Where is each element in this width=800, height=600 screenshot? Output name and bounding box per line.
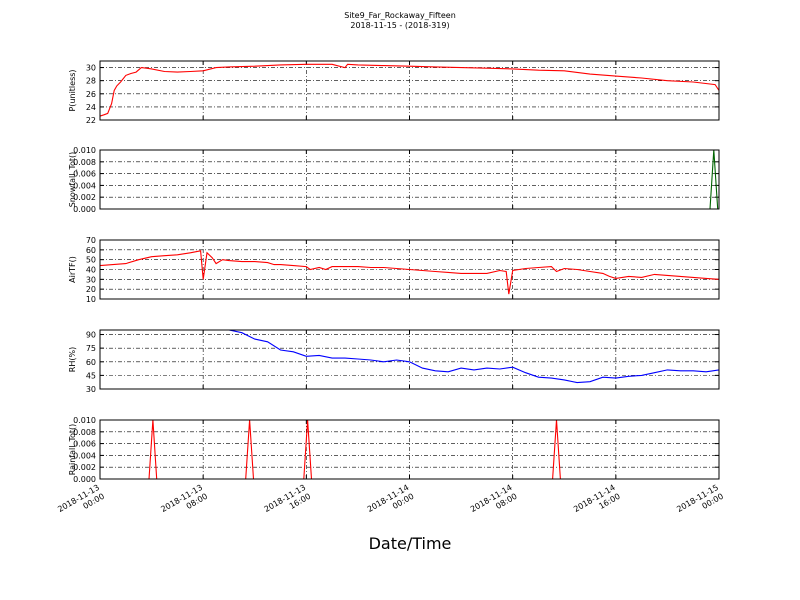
axes-frame [99, 239, 720, 300]
y-tick-label: 0.002 [73, 193, 96, 202]
x-axis-label: Date/Time [368, 534, 452, 553]
y-axis-label: P(unitless) [68, 69, 77, 111]
y-tick-label: 0.006 [73, 170, 96, 179]
x-tick-label: 2018-11-1500:00 [675, 483, 725, 523]
series-line [100, 420, 719, 479]
y-tick-label: 60 [86, 358, 96, 367]
series-line [203, 330, 719, 384]
axes-frame [99, 329, 720, 390]
y-tick-label: 30 [86, 275, 96, 284]
series-line [100, 63, 719, 117]
y-tick-label: 0.002 [73, 463, 96, 472]
y-tick-label: 0.000 [73, 475, 96, 484]
y-tick-label: 20 [86, 285, 96, 294]
y-axis-label: RH(%) [68, 347, 77, 372]
x-tick-label: 2018-11-1308:00 [159, 483, 209, 523]
x-tick-label: 2018-11-1408:00 [469, 483, 519, 523]
y-tick-label: 45 [86, 371, 96, 380]
y-tick-label: 30 [86, 385, 96, 394]
chart-title: Site9_Far_Rockaway_Fifteen [344, 11, 456, 20]
y-tick-label: 90 [86, 331, 96, 340]
y-tick-label: 24 [86, 103, 96, 112]
x-tick-label: 2018-11-1416:00 [572, 483, 622, 523]
x-tick-label: 2018-11-1400:00 [366, 483, 416, 523]
y-tick-label: 0.004 [73, 451, 96, 460]
axes-frame [99, 149, 720, 210]
y-tick-label: 0.004 [73, 181, 96, 190]
y-tick-label: 70 [86, 236, 96, 245]
y-tick-label: 30 [86, 64, 96, 73]
y-tick-label: 10 [86, 295, 96, 304]
y-tick-label: 60 [86, 246, 96, 255]
y-tick-label: 28 [86, 77, 96, 86]
chart-subtitle: 2018-11-15 - (2018-319) [350, 21, 450, 30]
x-tick-label: 2018-11-1300:00 [56, 483, 106, 523]
x-tick-label: 2018-11-1316:00 [263, 483, 313, 523]
axes-frame [99, 60, 720, 121]
y-tick-label: 40 [86, 266, 96, 275]
y-tick-label: 26 [86, 90, 96, 99]
y-tick-label: 0.008 [73, 158, 96, 167]
series-line [100, 250, 719, 295]
y-axis-label: Rainfall_Tot() [68, 424, 77, 476]
axes-frame [99, 419, 720, 480]
y-axis-label: AirTF() [68, 256, 77, 283]
y-tick-label: 0.000 [73, 205, 96, 214]
y-tick-label: 22 [86, 116, 96, 125]
y-tick-label: 0.006 [73, 440, 96, 449]
y-axis-label: Snowfall_Tot() [68, 152, 77, 208]
y-tick-label: 0.010 [73, 146, 96, 155]
y-tick-label: 0.010 [73, 416, 96, 425]
y-tick-label: 50 [86, 256, 96, 265]
y-tick-label: 75 [86, 344, 96, 353]
y-tick-label: 0.008 [73, 428, 96, 437]
